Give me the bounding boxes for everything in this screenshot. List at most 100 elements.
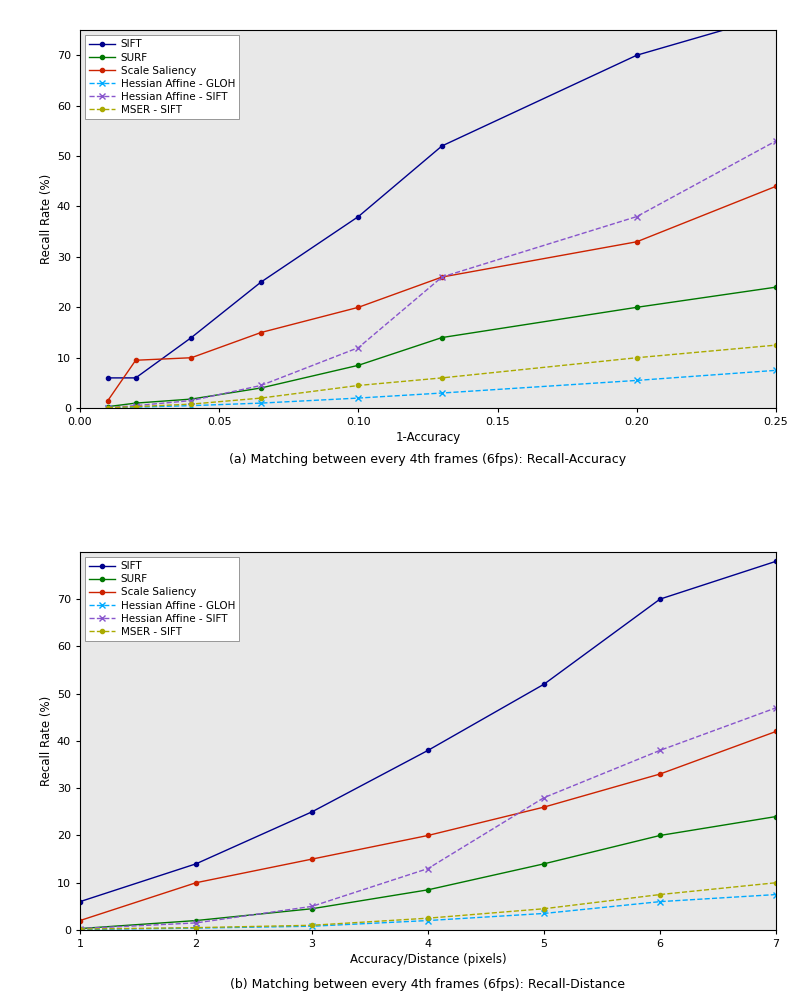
SURF	[423, 884, 433, 896]
Legend: SIFT, SURF, Scale Saliency, Hessian Affine - GLOH, Hessian Affine - SIFT, MSER -: SIFT, SURF, Scale Saliency, Hessian Affi…	[86, 557, 239, 641]
Scale Saliency	[632, 236, 642, 248]
Scale Saliency	[131, 354, 141, 366]
Hessian Affine - SIFT	[655, 744, 665, 756]
SURF	[191, 915, 201, 927]
Hessian Affine - SIFT	[186, 395, 196, 407]
Scale Saliency	[256, 327, 266, 339]
Line: Hessian Affine - GLOH: Hessian Affine - GLOH	[78, 892, 778, 932]
SURF	[771, 811, 781, 823]
Line: Hessian Affine - SIFT: Hessian Affine - SIFT	[78, 705, 778, 931]
MSER - SIFT	[256, 392, 266, 404]
Hessian Affine - SIFT	[539, 792, 549, 804]
SIFT	[103, 372, 113, 384]
Hessian Affine - SIFT	[131, 400, 141, 412]
Hessian Affine - GLOH	[632, 374, 642, 386]
Scale Saliency	[75, 915, 85, 927]
Hessian Affine - SIFT	[307, 900, 317, 912]
Line: MSER - SIFT: MSER - SIFT	[106, 343, 778, 410]
Hessian Affine - SIFT	[75, 923, 85, 935]
Hessian Affine - GLOH	[307, 920, 317, 932]
Hessian Affine - GLOH	[131, 401, 141, 413]
Hessian Affine - GLOH	[191, 922, 201, 934]
Y-axis label: Recall Rate (%): Recall Rate (%)	[40, 696, 53, 786]
SIFT	[256, 276, 266, 288]
SIFT	[131, 372, 141, 384]
Y-axis label: Recall Rate (%): Recall Rate (%)	[40, 174, 53, 264]
SIFT	[655, 593, 665, 605]
SURF	[437, 332, 446, 344]
Hessian Affine - SIFT	[423, 863, 433, 875]
Scale Saliency	[655, 768, 665, 780]
Scale Saliency	[307, 853, 317, 865]
Hessian Affine - SIFT	[771, 135, 781, 147]
Text: (b) Matching between every 4th frames (6fps): Recall-Distance: (b) Matching between every 4th frames (6…	[230, 978, 626, 991]
Line: SIFT: SIFT	[78, 559, 778, 904]
SURF	[103, 401, 113, 413]
Scale Saliency	[771, 725, 781, 737]
Hessian Affine - GLOH	[256, 397, 266, 409]
SURF	[75, 923, 85, 935]
Scale Saliency	[186, 352, 196, 364]
Hessian Affine - SIFT	[771, 702, 781, 714]
Scale Saliency	[191, 877, 201, 889]
SURF	[354, 359, 363, 371]
Scale Saliency	[539, 801, 549, 813]
SIFT	[771, 9, 781, 21]
Hessian Affine - SIFT	[632, 211, 642, 223]
MSER - SIFT	[771, 877, 781, 889]
MSER - SIFT	[103, 402, 113, 414]
Hessian Affine - GLOH	[186, 400, 196, 412]
Legend: SIFT, SURF, Scale Saliency, Hessian Affine - GLOH, Hessian Affine - SIFT, MSER -: SIFT, SURF, Scale Saliency, Hessian Affi…	[86, 35, 239, 119]
SURF	[256, 382, 266, 394]
Line: Scale Saliency: Scale Saliency	[78, 729, 778, 923]
Line: SIFT: SIFT	[106, 13, 778, 380]
Line: Hessian Affine - GLOH: Hessian Affine - GLOH	[105, 368, 778, 411]
Hessian Affine - GLOH	[423, 915, 433, 927]
SIFT	[771, 555, 781, 567]
Hessian Affine - SIFT	[354, 342, 363, 354]
MSER - SIFT	[354, 379, 363, 391]
Scale Saliency	[354, 301, 363, 313]
SURF	[771, 281, 781, 293]
SURF	[131, 397, 141, 409]
MSER - SIFT	[307, 919, 317, 931]
Line: MSER - SIFT: MSER - SIFT	[78, 881, 778, 931]
MSER - SIFT	[131, 401, 141, 413]
MSER - SIFT	[423, 912, 433, 924]
Hessian Affine - GLOH	[771, 889, 781, 901]
X-axis label: Accuracy/Distance (pixels): Accuracy/Distance (pixels)	[350, 953, 506, 966]
MSER - SIFT	[655, 889, 665, 901]
SIFT	[75, 896, 85, 908]
SIFT	[191, 858, 201, 870]
SIFT	[423, 744, 433, 756]
SIFT	[437, 140, 446, 152]
Scale Saliency	[437, 271, 446, 283]
Line: Hessian Affine - SIFT: Hessian Affine - SIFT	[105, 138, 778, 410]
Hessian Affine - GLOH	[539, 907, 549, 919]
SURF	[655, 829, 665, 841]
Scale Saliency	[771, 180, 781, 192]
SURF	[539, 858, 549, 870]
SIFT	[539, 678, 549, 690]
Hessian Affine - GLOH	[771, 364, 781, 376]
Hessian Affine - GLOH	[655, 896, 665, 908]
MSER - SIFT	[191, 922, 201, 934]
Line: Scale Saliency: Scale Saliency	[106, 184, 778, 403]
SIFT	[186, 332, 196, 344]
MSER - SIFT	[539, 903, 549, 915]
Line: SURF: SURF	[106, 285, 778, 409]
Hessian Affine - GLOH	[75, 924, 85, 936]
Hessian Affine - GLOH	[437, 387, 446, 399]
Hessian Affine - GLOH	[354, 392, 363, 404]
SIFT	[307, 806, 317, 818]
MSER - SIFT	[771, 339, 781, 351]
MSER - SIFT	[437, 372, 446, 384]
Text: (a) Matching between every 4th frames (6fps): Recall-Accuracy: (a) Matching between every 4th frames (6…	[230, 453, 626, 466]
Hessian Affine - GLOH	[103, 402, 113, 414]
MSER - SIFT	[75, 923, 85, 935]
SURF	[632, 301, 642, 313]
MSER - SIFT	[632, 352, 642, 364]
Hessian Affine - SIFT	[103, 402, 113, 414]
Hessian Affine - SIFT	[256, 379, 266, 391]
Hessian Affine - SIFT	[191, 917, 201, 929]
